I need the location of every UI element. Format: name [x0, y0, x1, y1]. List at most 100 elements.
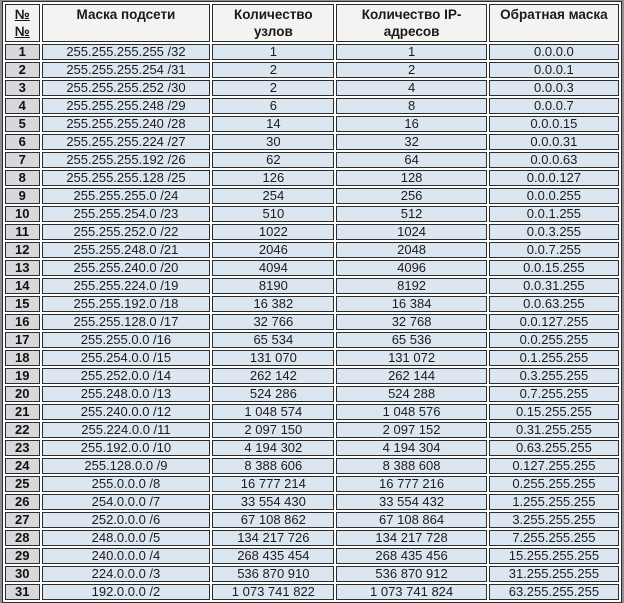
- table-row: 19 255.252.0.0 /14 262 142 262 144 0.3.255.2…: [5, 368, 619, 384]
- host-count-cell: 65 534: [212, 332, 335, 348]
- row-number-cell: 16: [5, 314, 40, 330]
- subnet-mask-cell: 255.240.0.0 /12: [41, 404, 211, 420]
- wildcard-mask-cell: 0.0.7.255: [488, 242, 619, 258]
- host-count-cell: 8 388 606: [212, 458, 335, 474]
- ip-count-cell: 8 388 608: [336, 458, 487, 474]
- host-count-cell: 16 382: [212, 296, 335, 312]
- row-number-cell: 24: [5, 458, 40, 474]
- subnet-mask-cell: 255.224.0.0 /11: [41, 422, 211, 438]
- row-number-cell: 28: [5, 530, 40, 546]
- wildcard-mask-cell: 0.31.255.255: [488, 422, 619, 438]
- ip-count-cell: 131 072: [336, 350, 487, 366]
- host-count-cell: 1: [212, 44, 335, 60]
- table-row: 23 255.192.0.0 /10 4 194 302 4 194 304 0.63.…: [5, 440, 619, 456]
- table-row: 8 255.255.255.128 /25 126 128 0.0.0.127: [5, 170, 619, 186]
- row-number-cell: 27: [5, 512, 40, 528]
- host-count-cell: 2: [212, 80, 335, 96]
- wildcard-mask-cell: 0.1.255.255: [488, 350, 619, 366]
- row-number-cell: 31: [5, 584, 40, 600]
- table-header-row: №№ Маска подсети Количество узлов Количе…: [5, 4, 619, 42]
- host-count-cell: 32 766: [212, 314, 335, 330]
- host-count-cell: 2046: [212, 242, 335, 258]
- subnet-mask-cell: 255.192.0.0 /10: [41, 440, 211, 456]
- subnet-mask-cell: 255.255.255.128 /25: [41, 170, 211, 186]
- table-row: 16 255.255.128.0 /17 32 766 32 768 0.0.127.2…: [5, 314, 619, 330]
- ip-count-cell: 268 435 456: [336, 548, 487, 564]
- wildcard-mask-cell: 0.0.0.0: [488, 44, 619, 60]
- wildcard-mask-cell: 0.255.255.255: [488, 476, 619, 492]
- host-count-cell: 30: [212, 134, 335, 150]
- row-number-cell: 20: [5, 386, 40, 402]
- row-number-cell: 8: [5, 170, 40, 186]
- row-number-cell: 6: [5, 134, 40, 150]
- wildcard-mask-cell: 0.0.0.3: [488, 80, 619, 96]
- row-number-cell: 1: [5, 44, 40, 60]
- ip-count-cell: 524 288: [336, 386, 487, 402]
- ip-count-cell: 16: [336, 116, 487, 132]
- table-row: 13 255.255.240.0 /20 4094 4096 0.0.15.255: [5, 260, 619, 276]
- host-count-cell: 254: [212, 188, 335, 204]
- host-count-cell: 262 142: [212, 368, 335, 384]
- host-count-cell: 1022: [212, 224, 335, 240]
- wildcard-mask-cell: 0.0.31.255: [488, 278, 619, 294]
- wildcard-mask-cell: 0.0.255.255: [488, 332, 619, 348]
- wildcard-mask-cell: 0.0.0.15: [488, 116, 619, 132]
- ip-count-cell: 512: [336, 206, 487, 222]
- wildcard-mask-cell: 0.0.0.1: [488, 62, 619, 78]
- ip-count-cell: 2 097 152: [336, 422, 487, 438]
- row-number-cell: 3: [5, 80, 40, 96]
- subnet-mask-cell: 255.255.255.248 /29: [41, 98, 211, 114]
- subnet-mask-cell: 255.255.254.0 /23: [41, 206, 211, 222]
- subnet-mask-cell: 255.255.255.254 /31: [41, 62, 211, 78]
- table-row: 12 255.255.248.0 /21 2046 2048 0.0.7.255: [5, 242, 619, 258]
- wildcard-mask-cell: 0.0.0.7: [488, 98, 619, 114]
- row-number-cell: 12: [5, 242, 40, 258]
- ip-count-cell: 2: [336, 62, 487, 78]
- col-header-host-count: Количество узлов: [212, 4, 335, 42]
- subnet-mask-cell: 255.255.192.0 /18: [41, 296, 211, 312]
- table-row: 25 255.0.0.0 /8 16 777 214 16 777 216 0.255.…: [5, 476, 619, 492]
- subnet-mask-cell: 255.255.255.252 /30: [41, 80, 211, 96]
- table-row: 20 255.248.0.0 /13 524 286 524 288 0.7.255.2…: [5, 386, 619, 402]
- row-number-cell: 19: [5, 368, 40, 384]
- ip-count-cell: 4: [336, 80, 487, 96]
- row-number-cell: 29: [5, 548, 40, 564]
- ip-count-cell: 8: [336, 98, 487, 114]
- table-row: 27 252.0.0.0 /6 67 108 862 67 108 864 3.255.…: [5, 512, 619, 528]
- host-count-cell: 2: [212, 62, 335, 78]
- host-count-cell: 14: [212, 116, 335, 132]
- host-count-cell: 6: [212, 98, 335, 114]
- col-header-subnet-mask: Маска подсети: [41, 4, 211, 42]
- ip-count-cell: 536 870 912: [336, 566, 487, 582]
- table-row: 7 255.255.255.192 /26 62 64 0.0.0.63: [5, 152, 619, 168]
- row-number-cell: 9: [5, 188, 40, 204]
- subnet-mask-cell: 224.0.0.0 /3: [41, 566, 211, 582]
- row-number-cell: 13: [5, 260, 40, 276]
- ip-count-cell: 1 048 576: [336, 404, 487, 420]
- host-count-cell: 1 048 574: [212, 404, 335, 420]
- ip-count-cell: 8192: [336, 278, 487, 294]
- subnet-mask-cell: 192.0.0.0 /2: [41, 584, 211, 600]
- ip-count-cell: 32 768: [336, 314, 487, 330]
- row-number-cell: 11: [5, 224, 40, 240]
- ip-count-cell: 67 108 864: [336, 512, 487, 528]
- wildcard-mask-cell: 3.255.255.255: [488, 512, 619, 528]
- host-count-cell: 62: [212, 152, 335, 168]
- col-header-ip-count: Количество IP- адресов: [336, 4, 487, 42]
- ip-count-cell: 16 777 216: [336, 476, 487, 492]
- row-number-cell: 25: [5, 476, 40, 492]
- table-row: 31 192.0.0.0 /2 1 073 741 822 1 073 741 824…: [5, 584, 619, 600]
- wildcard-mask-cell: 0.7.255.255: [488, 386, 619, 402]
- ip-count-cell: 65 536: [336, 332, 487, 348]
- table-row: 15 255.255.192.0 /18 16 382 16 384 0.0.63.25…: [5, 296, 619, 312]
- host-count-cell: 268 435 454: [212, 548, 335, 564]
- ip-count-cell: 4096: [336, 260, 487, 276]
- table-row: 21 255.240.0.0 /12 1 048 574 1 048 576 0.15.…: [5, 404, 619, 420]
- table-row: 3 255.255.255.252 /30 2 4 0.0.0.3: [5, 80, 619, 96]
- subnet-mask-cell: 255.255.255.224 /27: [41, 134, 211, 150]
- host-count-cell: 16 777 214: [212, 476, 335, 492]
- subnet-mask-cell: 255.252.0.0 /14: [41, 368, 211, 384]
- host-count-cell: 1 073 741 822: [212, 584, 335, 600]
- wildcard-mask-cell: 0.0.0.127: [488, 170, 619, 186]
